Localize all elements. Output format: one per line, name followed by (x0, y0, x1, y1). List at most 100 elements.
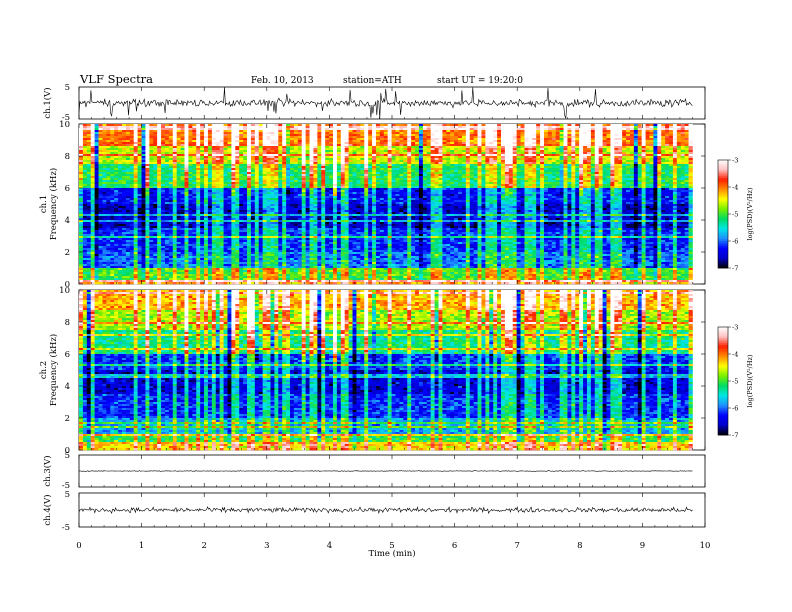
spectrogram-cell (247, 148, 251, 150)
spectrogram-cell (353, 178, 357, 180)
spectrogram-cell (157, 146, 161, 148)
spectrogram-cell (364, 126, 368, 128)
spectrogram-cell (646, 180, 650, 182)
spectrogram-cell (173, 144, 177, 146)
spectrogram-cell (239, 148, 243, 150)
spectrogram-cell (540, 136, 544, 138)
spectrogram-cell (634, 178, 638, 180)
spectrogram-cell (485, 158, 489, 160)
spectrogram-cell (466, 156, 470, 158)
spectrogram-cell (564, 150, 568, 152)
spectrogram-cell (110, 158, 114, 160)
spectrogram-cell (122, 124, 126, 126)
spectrogram-cell (521, 168, 525, 170)
spectrogram-cell (427, 156, 431, 158)
spectrogram-cell (278, 186, 282, 188)
spectrogram-cell (532, 134, 536, 136)
spectrogram-cell (325, 144, 329, 146)
spectrogram-cell (91, 130, 95, 132)
spectrogram-cell (298, 184, 302, 186)
spectrogram-cell (79, 176, 83, 178)
spectrogram-cell (446, 154, 450, 156)
spectrogram-cell (239, 154, 243, 156)
spectrogram-cell (290, 154, 294, 156)
spectrogram-cell (431, 130, 435, 132)
spectrogram-cell (587, 180, 591, 182)
spectrogram-cell (181, 148, 185, 150)
spectrogram-cell (673, 172, 677, 174)
spectrogram-cell (388, 176, 392, 178)
spectrogram-cell (462, 160, 466, 162)
spectrogram-cell (345, 140, 349, 142)
spectrogram-cell (255, 158, 259, 160)
spectrogram-cell (310, 166, 314, 168)
spectrogram-cell (267, 148, 271, 150)
spectrogram-cell (466, 144, 470, 146)
spectrogram-cell (337, 134, 341, 136)
spectrogram-cell (313, 140, 317, 142)
spectrogram-cell (106, 134, 110, 136)
spectrogram-cell (364, 144, 368, 146)
spectrogram-cell (161, 144, 165, 146)
spectrogram-cell (290, 170, 294, 172)
spectrogram-cell (177, 174, 181, 176)
spectrogram-cell (290, 166, 294, 168)
spectrogram-cell (474, 140, 478, 142)
spectrogram-cell (255, 182, 259, 184)
spectrogram-cell (579, 138, 583, 140)
spectrogram-cell (575, 138, 579, 140)
spectrogram-cell (138, 184, 142, 186)
spectrogram-cell (407, 150, 411, 152)
spectrogram-cell (403, 172, 407, 174)
spectrogram-cell (599, 184, 603, 186)
spectrogram-cell (466, 128, 470, 130)
spectrogram-cell (110, 162, 114, 164)
spectrogram-cell (552, 126, 556, 128)
spectrogram-cell (345, 136, 349, 138)
spectrogram-cell (313, 168, 317, 170)
spectrogram-cell (689, 168, 693, 170)
spectrogram-cell (634, 142, 638, 144)
spectrogram-cell (317, 174, 321, 176)
spectrogram-cell (474, 170, 478, 172)
spectrogram-cell (384, 148, 388, 150)
spectrogram-cell (661, 170, 665, 172)
spectrogram-cell (239, 184, 243, 186)
spectrogram-cell (388, 178, 392, 180)
spectrogram-cell (681, 184, 685, 186)
spectrogram-cell (177, 182, 181, 184)
spectrogram-cell (247, 150, 251, 152)
spectrogram-cell (204, 152, 208, 154)
spectrogram-cell (212, 142, 216, 144)
spectrogram-cell (552, 166, 556, 168)
spectrogram-cell (653, 146, 657, 148)
spectrogram-cell (310, 180, 314, 182)
spectrogram-cell (185, 184, 189, 186)
spectrogram-cell (118, 132, 122, 134)
spectrogram-cell (165, 128, 169, 130)
spectrogram-cell (521, 128, 525, 130)
spectrogram-cell (497, 152, 501, 154)
spectrogram-cell (657, 160, 661, 162)
spectrogram-cell (501, 184, 505, 186)
spectrogram-cell (165, 138, 169, 140)
spectrogram-cell (435, 172, 439, 174)
spectrogram-cell (259, 130, 263, 132)
spectrogram-cell (571, 162, 575, 164)
spectrogram-cell (91, 156, 95, 158)
spectrogram-cell (278, 150, 282, 152)
station-label: station=ATH (343, 76, 402, 86)
spectrogram-cell (138, 126, 142, 128)
spectrogram-cell (521, 152, 525, 154)
spectrogram-cell (364, 152, 368, 154)
spectrogram-cell (169, 158, 173, 160)
spectrogram-cell (188, 174, 192, 176)
spectrogram-cell (560, 178, 564, 180)
spectrogram-cell (669, 144, 673, 146)
spectrogram-cell (138, 134, 142, 136)
spectrogram-cell (286, 152, 290, 154)
spectrogram-cell (313, 144, 317, 146)
spectrogram-cell (317, 144, 321, 146)
spectrogram-cell (130, 134, 134, 136)
spectrogram-cell (614, 154, 618, 156)
